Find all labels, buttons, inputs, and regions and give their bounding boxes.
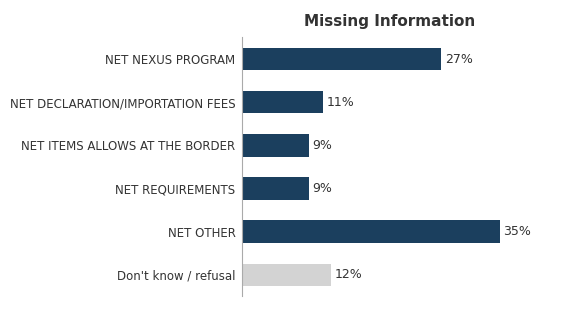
Bar bbox=[242, 91, 323, 113]
Text: 12%: 12% bbox=[334, 268, 362, 281]
Text: 9%: 9% bbox=[312, 139, 332, 152]
Bar bbox=[242, 264, 331, 286]
Bar bbox=[242, 48, 441, 70]
Bar bbox=[242, 177, 309, 200]
Text: 9%: 9% bbox=[312, 182, 332, 195]
Text: 11%: 11% bbox=[327, 96, 355, 109]
Bar bbox=[242, 221, 500, 243]
Title: Missing Information: Missing Information bbox=[304, 14, 475, 29]
Bar bbox=[242, 134, 309, 157]
Text: 27%: 27% bbox=[445, 52, 473, 66]
Text: 35%: 35% bbox=[504, 225, 531, 238]
